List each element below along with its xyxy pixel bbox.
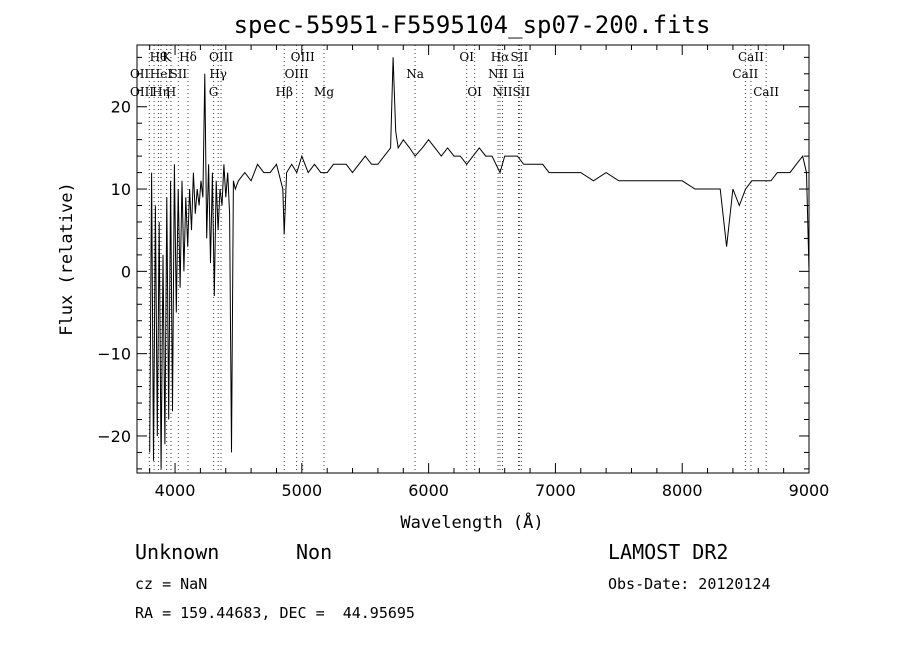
line-label-6: H <box>166 85 176 99</box>
x-tick-label-7000: 7000 <box>535 481 576 500</box>
line-label-10: G <box>209 85 219 99</box>
line-label-9: Hγ <box>209 67 227 81</box>
line-label-13: OIII <box>285 67 309 81</box>
line-label-8: Hδ <box>179 50 197 64</box>
y-tick-label-20: 20 <box>111 98 131 117</box>
line-label-19: NII <box>488 67 508 81</box>
line-label-2: Hθ <box>150 50 168 64</box>
line-label-12: Hβ <box>276 85 293 99</box>
line-label-26: CaII <box>738 50 764 64</box>
line-label-11: OIII <box>209 50 233 64</box>
x-tick-label-6000: 6000 <box>408 481 449 500</box>
line-label-5: K <box>162 50 172 64</box>
spectrum-line-group <box>149 57 809 469</box>
line-label-3: HeI <box>150 67 173 81</box>
x-tick-label-5000: 5000 <box>281 481 322 500</box>
y-tick-label-10: 10 <box>111 180 131 199</box>
line-label-14: OIII <box>291 50 315 64</box>
cz-label: cz = NaN <box>135 575 208 593</box>
x-tick-label-9000: 9000 <box>789 481 830 500</box>
line-label-24: SII <box>512 85 530 99</box>
line-label-17: OI <box>459 50 474 64</box>
plot-frame <box>136 44 810 474</box>
x-axis-ticks: 4000 5000 6000 7000 8000 9000 <box>149 45 830 500</box>
line-label-18: OI <box>467 85 482 99</box>
line-label-20: Hα <box>491 50 510 64</box>
line-label-1: OIII <box>130 85 154 99</box>
y-axis-label: Flux (relative) <box>57 182 77 336</box>
spectrum-line <box>149 57 809 469</box>
y-tick-label--20: −20 <box>97 427 131 446</box>
line-label-21: NII <box>493 85 513 99</box>
line-label-22: Li <box>512 67 524 81</box>
line-label-27: CaII <box>753 85 779 99</box>
y-tick-label--10: −10 <box>97 345 131 364</box>
emission-line-markers <box>148 45 767 473</box>
chart-title: spec-55951-F5595104_sp07-200.fits <box>234 11 711 39</box>
line-labels: OII OIII Hθ HeI Hη K H SII Hδ Hγ G OIII Hβ OIII OIII Mg… <box>130 50 779 99</box>
line-label-7: SII <box>169 67 187 81</box>
subclass-label: Non <box>296 540 333 564</box>
line-label-15: Mg <box>314 85 334 99</box>
survey-label: LAMOST DR2 <box>608 540 729 564</box>
line-label-25: CaII <box>732 67 758 81</box>
coordinates-label: RA = 159.44683, DEC = 44.95695 <box>135 604 415 622</box>
x-tick-label-8000: 8000 <box>662 481 703 500</box>
y-axis-ticks: −20 −10 0 10 20 <box>97 56 809 470</box>
y-tick-label-0: 0 <box>121 262 131 281</box>
x-tick-label-4000: 4000 <box>155 481 196 500</box>
x-axis-label: Wavelength (Å) <box>400 511 543 533</box>
class-label: Unknown <box>135 540 220 564</box>
line-label-0: OII <box>130 67 150 81</box>
line-label-16: Na <box>406 67 424 81</box>
line-label-4: Hη <box>152 85 170 99</box>
obs-date-label: Obs-Date: 20120124 <box>608 575 771 593</box>
line-label-23: SII <box>511 50 529 64</box>
